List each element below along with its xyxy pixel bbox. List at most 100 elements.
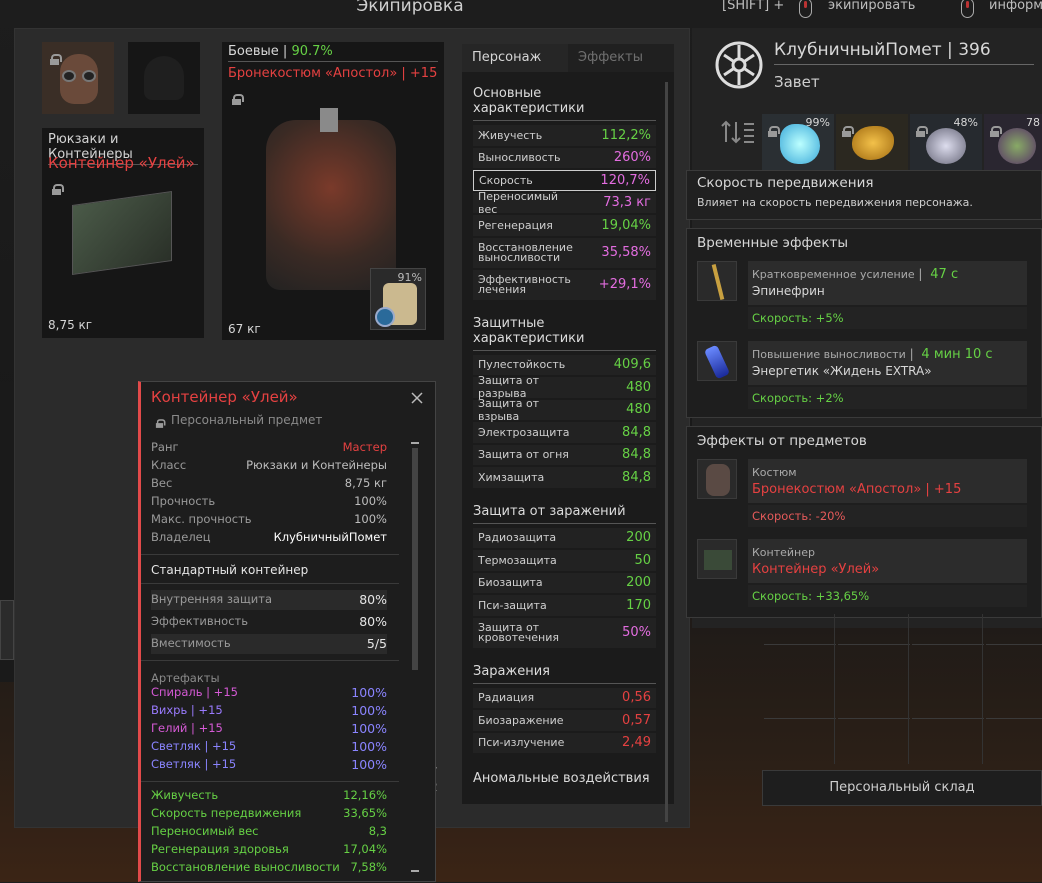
stat-row[interactable]: Живучесть 112,2%	[473, 125, 656, 146]
stat-label: Биозащита	[478, 576, 543, 590]
lock-icon	[232, 94, 244, 105]
stat-row[interactable]: Эффективность лечения +29,1%	[473, 269, 656, 300]
stat-row[interactable]: Термозащита 50	[473, 550, 656, 571]
mouse-right-icon	[961, 0, 974, 18]
tab-character[interactable]: Персонаж	[462, 44, 568, 72]
personal-stash-button[interactable]: Персональный склад	[762, 770, 1042, 806]
stat-label: Скорость	[479, 173, 533, 187]
stat-label: Пси-излучение	[478, 736, 565, 750]
stat-value: 0,56	[622, 690, 651, 706]
player-faction: Завет	[774, 73, 820, 91]
temp-effect-1[interactable]: Кратковременное усиление | 47 с Эпинефрин…	[697, 261, 1027, 329]
stat-value: 35,58%	[601, 244, 651, 260]
stat-value: 260%	[613, 150, 651, 166]
stat-row[interactable]: Выносливость 260%	[473, 147, 656, 168]
defense-title: Защитные характеристики	[473, 316, 656, 351]
tab-effects[interactable]: Эффекты	[568, 44, 674, 72]
anomaly-title: Аномальные воздействия	[473, 771, 650, 786]
armor-condition: 90.7%	[291, 44, 333, 59]
stat-row[interactable]: Пулестойкость 409,6	[473, 354, 656, 375]
stat-value: 84,8	[622, 469, 651, 485]
shift-hint: [SHIFT] +	[722, 0, 785, 13]
stat-label: Пси-защита	[478, 598, 547, 612]
stat-value: 19,04%	[601, 217, 651, 233]
equip-hint: экипировать	[828, 0, 916, 13]
container-stat-row: Вместимость 5/5	[151, 634, 387, 654]
inventory-grid[interactable]	[762, 614, 1042, 764]
stats-scrollbar[interactable]	[665, 82, 668, 822]
sort-icon[interactable]	[718, 112, 758, 152]
stat-row[interactable]: Электрозащита 84,8	[473, 422, 656, 443]
window-title: Экипировка	[356, 0, 464, 16]
character-portrait[interactable]	[42, 42, 114, 114]
stat-label: Радиация	[478, 691, 535, 705]
stat-row[interactable]: Восстановление выносливости 35,58%	[473, 237, 656, 268]
stat-label: Защита от огня	[478, 448, 569, 462]
lock-icon	[50, 54, 62, 65]
stat-value: 200	[626, 575, 651, 591]
artifact-slot-2[interactable]	[836, 114, 908, 170]
stat-row[interactable]: Пси-излучение 2,49	[473, 732, 656, 753]
armor-plate-badge: 91%	[370, 268, 426, 330]
armor-slot[interactable]: Боевые | 90.7% Бронекостюм «Апостол» | +…	[222, 42, 444, 340]
armor-category: Боевые	[228, 44, 279, 59]
stat-row[interactable]: Регенерация 19,04%	[473, 215, 656, 236]
stat-row[interactable]: Биозаражение 0,57	[473, 710, 656, 731]
stat-value: 409,6	[613, 357, 651, 373]
artifact-icon	[780, 124, 820, 164]
stat-value: 112,2%	[601, 127, 651, 143]
artifact-slot-3[interactable]: 48%	[910, 114, 982, 170]
item-effects-title: Эффекты от предметов	[697, 433, 867, 449]
stat-value: 2,49	[622, 735, 651, 751]
helmet-slot[interactable]	[128, 42, 200, 114]
tooltip-desc: Стандартный контейнер	[141, 554, 399, 584]
tooltip-body: Ранг Мастер Класс Рюкзаки и Контейнеры Вес 8,…	[141, 434, 399, 883]
container-name: Контейнер «Улей»	[48, 154, 195, 172]
close-icon[interactable]	[409, 390, 425, 406]
stat-label: Электрозащита	[478, 425, 570, 439]
stat-label: Радиозащита	[478, 531, 557, 545]
artifact-icon	[998, 128, 1036, 164]
property-row: Класс Рюкзаки и Контейнеры	[151, 458, 387, 472]
stat-label: Выносливость	[478, 151, 561, 165]
stats-panel: Персонаж Эффекты Основные характеристики…	[462, 44, 674, 822]
stat-row[interactable]: Защита от огня 84,8	[473, 444, 656, 465]
energy-drink-icon	[697, 341, 737, 381]
property-row: Макс. прочность 100%	[151, 512, 387, 526]
pentagon-icon	[375, 307, 395, 327]
plate-durability: 91%	[397, 271, 422, 284]
stat-row[interactable]: Радиозащита 200	[473, 527, 656, 548]
temp-effect-2[interactable]: Повышение выносливости | 4 мин 10 с Энерг…	[697, 341, 1027, 409]
armor-weight: 67 кг	[228, 322, 261, 336]
stat-row[interactable]: Защита от взрыва 480	[473, 397, 656, 423]
contamination-title: Заражения	[473, 664, 656, 684]
bonus-row: Скорость передвижения 33,65%	[151, 806, 387, 820]
item-effect-armor[interactable]: Костюм Бронекостюм «Апостол» | +15 Скорос…	[697, 459, 1027, 527]
stat-row[interactable]: Химзащита 84,8	[473, 467, 656, 488]
container-slot[interactable]: Рюкзаки и Контейнеры Контейнер «Улей» 8,…	[42, 128, 204, 338]
stat-row[interactable]: Скорость 120,7%	[473, 170, 656, 191]
stat-row[interactable]: Радиация 0,56	[473, 687, 656, 708]
stat-row[interactable]: Биозащита 200	[473, 572, 656, 593]
container-stat-row: Внутренняя защита 80%	[151, 590, 387, 610]
tooltip-desc: Влияет на скорость передвижения персонаж…	[697, 196, 973, 209]
stat-row[interactable]: Пси-защита 170	[473, 595, 656, 616]
bonus-row: Переносимый вес 8,3	[151, 824, 387, 838]
item-effect-container[interactable]: Контейнер Контейнер «Улей» Скорость: +33,…	[697, 539, 1027, 607]
artifact-slot-1[interactable]: 99%	[762, 114, 834, 170]
stat-row[interactable]: Защита от разрыва 480	[473, 374, 656, 400]
container-stat-row: Эффективность 80%	[151, 614, 387, 629]
tooltip-scrollbar[interactable]	[412, 448, 418, 670]
stat-label: Пулестойкость	[478, 358, 566, 372]
artifact-row: Светляк | +15 100%	[151, 739, 387, 754]
lock-icon	[52, 184, 64, 195]
stat-label: Термозащита	[478, 553, 557, 567]
temp-effects-panel: Временные эффекты Кратковременное усилен…	[686, 228, 1042, 418]
artifact-icon	[926, 128, 966, 164]
stat-value: 480	[626, 402, 651, 418]
stat-row[interactable]: Защита от кровотечения 50%	[473, 617, 656, 648]
mouse-left-icon	[799, 0, 812, 18]
artifact-slot-4[interactable]: 78	[984, 114, 1042, 170]
stat-row[interactable]: Переносимый вес 73,3 кг	[473, 190, 656, 216]
stat-value: 480	[626, 379, 651, 395]
